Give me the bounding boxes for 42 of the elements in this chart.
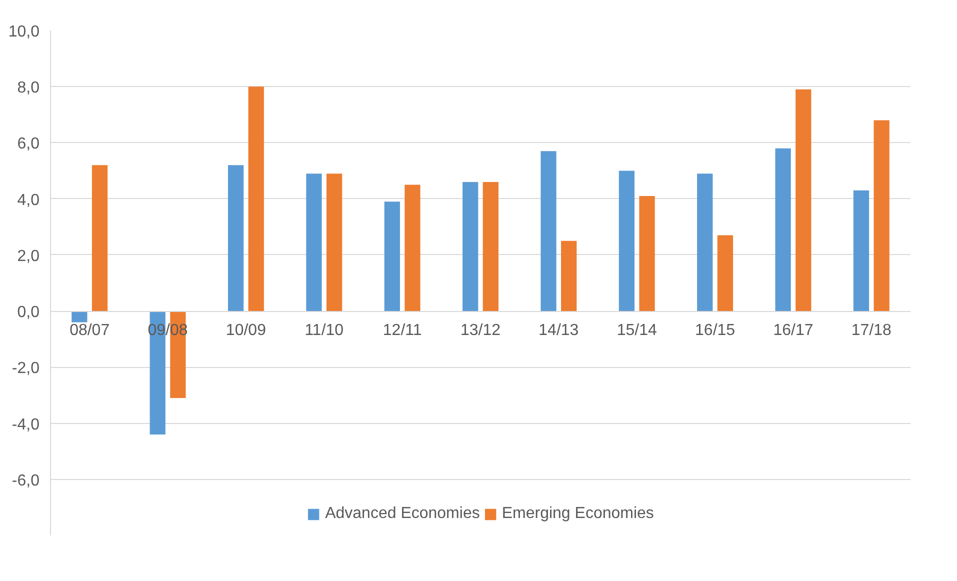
x-tick-label: 15/14 <box>616 322 657 340</box>
bar <box>482 182 498 312</box>
bar <box>248 86 264 312</box>
bar <box>775 148 791 312</box>
bar <box>92 165 108 312</box>
x-tick-label: 14/13 <box>538 322 579 340</box>
y-tick-label: 4,0 <box>17 192 40 209</box>
bar <box>618 170 635 312</box>
x-tick-label: 17/18 <box>851 322 892 340</box>
bar <box>326 174 342 312</box>
x-tick-label: 09/08 <box>148 322 188 340</box>
x-tick-label: 08/07 <box>70 322 110 340</box>
x-tick-label: 16/15 <box>695 322 736 340</box>
bar <box>796 89 812 312</box>
bar <box>561 240 577 312</box>
y-tick-label: 2,0 <box>17 248 40 265</box>
bar <box>853 190 870 312</box>
legend-label: Advanced Economies <box>325 505 480 523</box>
x-tick-label: 10/09 <box>226 322 266 340</box>
y-tick-label: 0,0 <box>17 304 40 322</box>
y-tick-label: -4,0 <box>12 416 40 434</box>
bar <box>717 235 734 312</box>
x-tick-label: 16/17 <box>773 322 814 340</box>
bar <box>540 151 556 312</box>
legend-label: Emerging Economies <box>502 505 654 523</box>
bar <box>404 184 420 312</box>
bar <box>874 120 890 312</box>
bar <box>72 311 88 322</box>
y-tick-label: -2,0 <box>12 360 40 378</box>
bar <box>228 165 244 312</box>
bar <box>384 202 400 312</box>
x-tick-label: 12/11 <box>382 322 422 340</box>
y-tick-label: -6,0 <box>12 472 40 490</box>
bar <box>462 182 478 312</box>
x-tick-label: 13/12 <box>460 322 501 340</box>
x-tick-label: 11/10 <box>304 322 344 340</box>
bar <box>639 196 655 312</box>
y-tick-label: 8,0 <box>17 80 40 97</box>
y-tick-label: 6,0 <box>17 136 40 153</box>
y-tick-label: 10,0 <box>8 24 40 40</box>
bar <box>697 174 713 312</box>
bar <box>306 174 322 312</box>
